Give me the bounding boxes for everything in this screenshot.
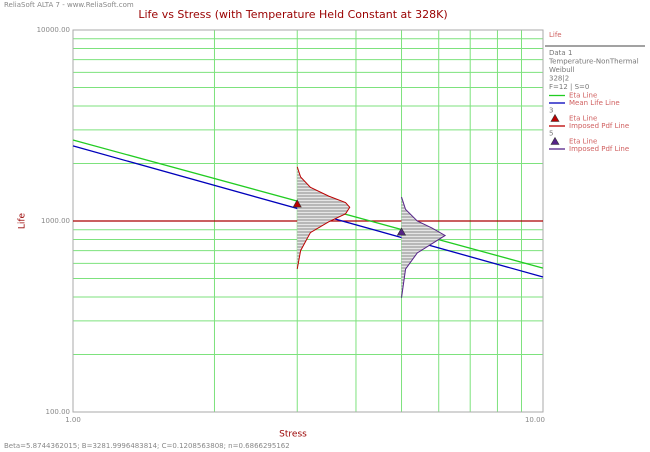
marker	[550, 136, 560, 145]
marker	[550, 113, 560, 122]
legend-text: Data 1	[549, 49, 572, 57]
legend-entry: Eta Line	[569, 138, 597, 146]
x-axis-label: Stress	[279, 430, 307, 440]
legend-text: Temperature-NonThermal	[548, 58, 639, 66]
footer: Beta=5.8744362015; B=3281.9996483814; C=…	[4, 442, 290, 450]
legend-title: Life	[549, 31, 562, 39]
y-tick-label: 10000.00	[37, 26, 70, 34]
legend-group: 3	[549, 107, 553, 115]
x-tick-label: 1.00	[65, 416, 81, 424]
header: ReliaSoft ALTA 7 - www.ReliaSoft.com	[4, 1, 134, 9]
legend-group: 5	[549, 130, 553, 138]
legend-text: 328|2	[549, 75, 569, 83]
legend-entry: Mean Life Line	[569, 99, 620, 107]
y-tick-label: 1000.00	[41, 217, 70, 225]
pdf-line	[401, 196, 447, 298]
legend-entry: Eta Line	[569, 115, 597, 123]
y-axis-label: Life	[18, 212, 28, 229]
pdf-line	[296, 166, 351, 270]
marker	[396, 227, 407, 236]
y-tick-label: 100.00	[46, 408, 71, 416]
legend-text: F=12 | S=0	[549, 83, 589, 91]
legend-entry: Imposed Pdf Line	[569, 122, 629, 130]
marker	[292, 199, 302, 208]
x-tick-label: 10.00	[525, 416, 545, 424]
pdf-fill	[297, 166, 350, 269]
legend-entry: Imposed Pdf Line	[569, 145, 629, 153]
legend-entry: Eta Line	[569, 92, 597, 100]
chart-title: Life vs Stress (with Temperature Held Co…	[138, 8, 447, 21]
pdf-fill	[401, 196, 446, 298]
legend-text: Weibull	[549, 66, 575, 74]
